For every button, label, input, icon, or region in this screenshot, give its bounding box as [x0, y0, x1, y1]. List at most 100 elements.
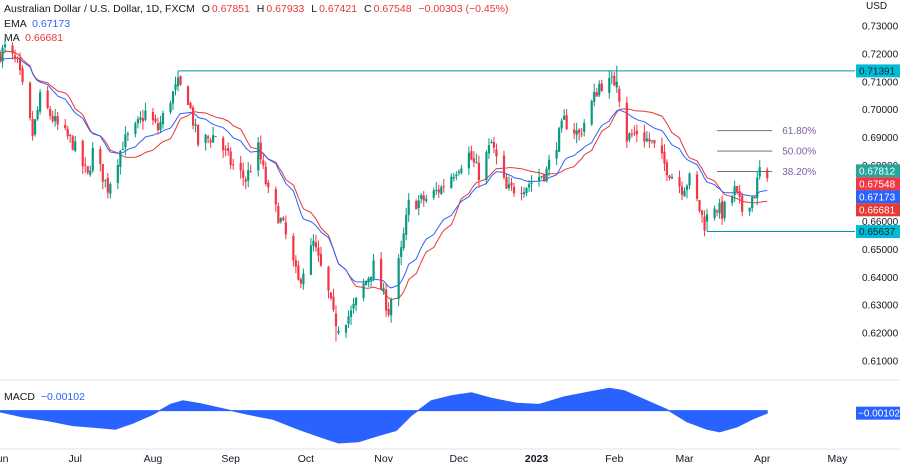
candle-body	[595, 92, 598, 97]
candle-body	[159, 122, 162, 131]
macd-label: MACD	[4, 391, 35, 403]
candle-body	[121, 148, 124, 150]
macd-legend[interactable]: MACD −0.00102	[4, 391, 85, 403]
candle-body	[522, 192, 526, 195]
candle-body	[507, 184, 511, 189]
candle-body	[452, 176, 455, 179]
candle-body	[277, 206, 280, 224]
price-badge-label: 0.67812	[859, 166, 896, 177]
candlestick-series	[0, 38, 769, 342]
time-axis[interactable]: Jun Jul Aug Sep Oct Nov Dec 2023 Feb Mar Apr May	[0, 453, 848, 465]
candle-body	[470, 151, 473, 160]
candle-body	[204, 134, 207, 143]
candle-body	[314, 242, 318, 248]
candle-body	[337, 330, 340, 333]
time-tick-label: Aug	[144, 453, 163, 465]
candle-body	[64, 124, 67, 129]
price-tick-label: 0.70000	[862, 105, 899, 116]
candle-body	[224, 149, 227, 151]
candle-body	[229, 151, 232, 166]
candle-body	[455, 174, 458, 177]
candle-body	[630, 133, 633, 135]
price-badge-bg	[856, 203, 900, 217]
price-tick-label: 0.61000	[862, 357, 899, 368]
ohlc-close-value: 0.67548	[373, 3, 412, 15]
chart-grid	[0, 379, 900, 450]
candle-body	[756, 177, 759, 199]
candle-body	[613, 75, 616, 86]
time-tick-label: Sep	[221, 453, 240, 465]
ema-legend[interactable]: EMA 0.67173	[4, 18, 70, 30]
candle-body	[593, 91, 596, 102]
candle-body	[16, 57, 19, 59]
candle-body	[510, 182, 513, 186]
candle-body	[680, 186, 684, 195]
candle-body	[698, 200, 701, 212]
candle-body	[227, 147, 230, 152]
price-tick-label: 0.62000	[862, 329, 899, 340]
candle-body	[1, 47, 4, 62]
candle-body	[558, 128, 561, 152]
candle-body	[56, 116, 59, 125]
candle-body	[460, 168, 463, 173]
candle-body	[222, 137, 225, 151]
candle-body	[71, 136, 74, 150]
ma-legend[interactable]: MA 0.66681	[4, 32, 63, 44]
candle-body	[432, 190, 435, 198]
candle-body	[194, 124, 197, 126]
candle-body	[573, 129, 576, 134]
candle-body	[209, 140, 212, 143]
candle-body	[3, 44, 7, 48]
candle-body	[364, 280, 368, 285]
candle-body	[703, 216, 706, 231]
candle-body	[512, 186, 516, 194]
candle-body	[678, 177, 681, 187]
level-label-bg	[856, 225, 900, 239]
candle-body	[244, 179, 247, 182]
candle-body	[645, 138, 648, 142]
candle-body	[713, 208, 716, 218]
candle-body	[723, 201, 726, 218]
candle-body	[407, 199, 410, 216]
candle-body	[367, 278, 370, 282]
candle-body	[505, 177, 508, 189]
candle-body	[309, 245, 313, 275]
candle-body	[282, 217, 285, 221]
candle-body	[530, 182, 533, 184]
candle-body	[753, 196, 756, 199]
candle-body	[390, 299, 393, 316]
candle-body	[685, 185, 689, 191]
level-label: 0.65637	[859, 227, 896, 238]
ma-label: MA	[4, 32, 20, 44]
candle-body	[11, 45, 14, 54]
candle-body	[440, 186, 443, 195]
candle-body	[51, 115, 54, 122]
candle-body	[435, 189, 438, 191]
candle-body	[31, 118, 34, 136]
time-tick-label: Dec	[449, 453, 468, 465]
candle-body	[141, 118, 145, 122]
candle-body	[186, 86, 190, 106]
horizontal-levels: 0.71391 0.65637	[178, 64, 900, 239]
candle-body	[262, 160, 265, 166]
candle-body	[625, 102, 628, 142]
candle-body	[610, 76, 613, 78]
candle-body	[189, 103, 192, 109]
chart-legend-title: Australian Dollar / U.S. Dollar, 1D, FXC…	[4, 3, 508, 15]
candle-body	[99, 149, 102, 164]
time-tick-label: Mar	[675, 453, 694, 465]
candle-body	[13, 55, 17, 59]
currency-label: USD	[866, 1, 887, 12]
candle-body	[668, 175, 671, 178]
candle-body	[161, 113, 165, 125]
ema-label: EMA	[4, 18, 27, 30]
macd-value: −0.00102	[40, 391, 85, 403]
candle-body	[650, 140, 654, 142]
candle-body	[191, 107, 195, 126]
candle-body	[297, 265, 300, 280]
price-badge-label: 0.67173	[859, 192, 896, 203]
candle-body	[766, 169, 769, 179]
candle-body	[660, 145, 664, 154]
candle-body	[380, 258, 383, 290]
